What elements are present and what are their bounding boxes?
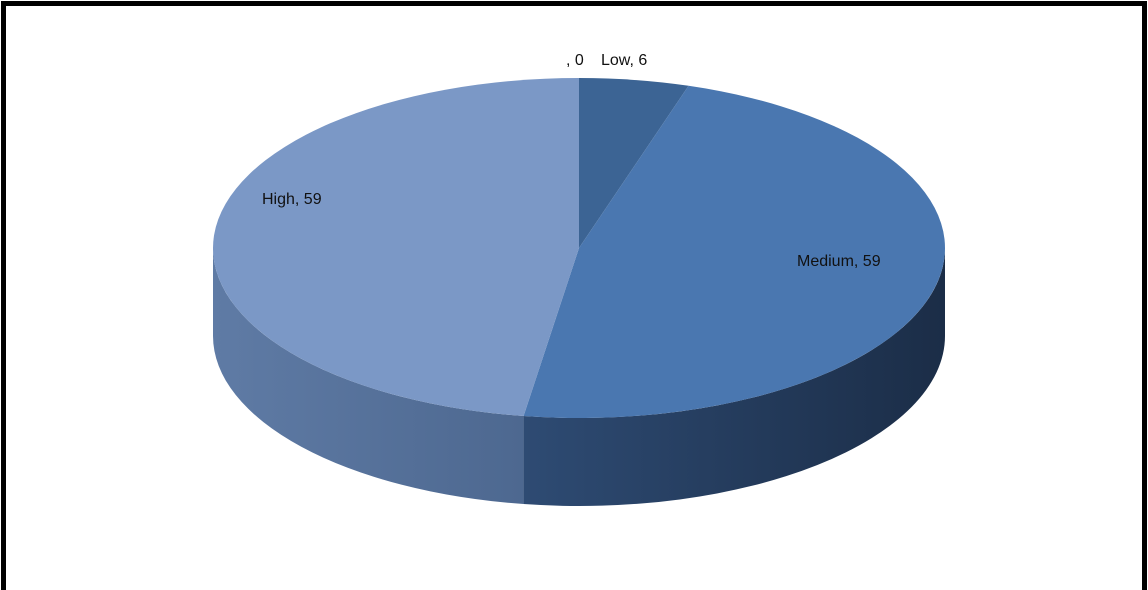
slice-side-high xyxy=(212,248,524,505)
slice-label-medium: Medium, 59 xyxy=(797,253,881,270)
slice-medium xyxy=(523,85,946,419)
slice-label-unlabeled: , 0 xyxy=(566,52,584,69)
slice-label-high: High, 59 xyxy=(262,191,322,208)
slice-label-low: Low, 6 xyxy=(601,52,647,69)
slice-high xyxy=(212,77,579,417)
slice-low xyxy=(579,78,689,248)
bottom-strip xyxy=(0,580,1148,590)
slice-side-medium xyxy=(523,248,945,506)
